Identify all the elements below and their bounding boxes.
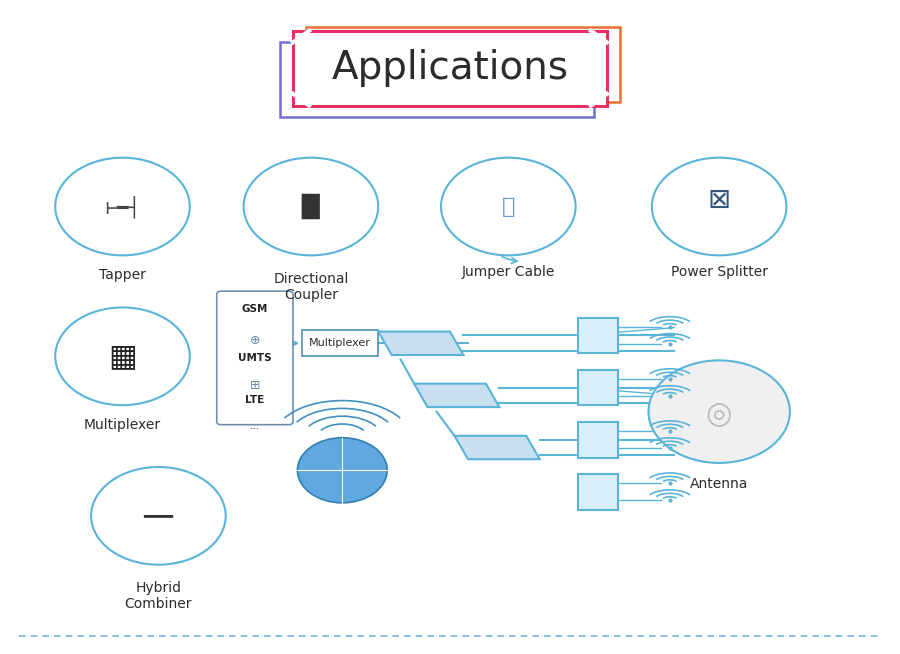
Polygon shape	[454, 436, 540, 459]
Text: Multiplexer: Multiplexer	[84, 418, 161, 432]
Text: GSM: GSM	[242, 304, 268, 314]
Circle shape	[55, 158, 190, 255]
Text: Tapper: Tapper	[99, 268, 146, 283]
Circle shape	[244, 158, 378, 255]
Text: ⊞: ⊞	[249, 379, 260, 392]
Circle shape	[649, 360, 790, 463]
Polygon shape	[378, 332, 464, 355]
Text: ▦: ▦	[108, 342, 137, 371]
Text: ▐▌: ▐▌	[292, 194, 330, 219]
Text: Directional
Coupler: Directional Coupler	[274, 271, 348, 302]
Text: ⊕: ⊕	[249, 334, 260, 347]
Circle shape	[91, 467, 226, 564]
Text: UMTS: UMTS	[238, 353, 272, 363]
Text: ⊢━┤: ⊢━┤	[105, 196, 140, 218]
Text: ━━━: ━━━	[143, 507, 174, 525]
Text: Antenna: Antenna	[690, 477, 749, 490]
FancyBboxPatch shape	[578, 318, 618, 353]
Text: Power Splitter: Power Splitter	[670, 265, 768, 279]
Circle shape	[441, 158, 576, 255]
Text: Hybrid
Combiner: Hybrid Combiner	[125, 581, 193, 611]
FancyBboxPatch shape	[217, 291, 293, 424]
FancyBboxPatch shape	[578, 422, 618, 458]
Text: Jumper Cable: Jumper Cable	[462, 265, 555, 279]
Text: LTE: LTE	[245, 396, 265, 405]
Circle shape	[298, 438, 387, 503]
Text: Applications: Applications	[331, 49, 569, 87]
Polygon shape	[414, 384, 500, 407]
FancyBboxPatch shape	[578, 474, 618, 509]
FancyBboxPatch shape	[293, 31, 607, 105]
FancyBboxPatch shape	[302, 330, 378, 356]
Text: ⊠: ⊠	[707, 186, 731, 214]
Text: ...: ...	[250, 421, 260, 432]
Circle shape	[652, 158, 787, 255]
Text: Multiplexer: Multiplexer	[310, 338, 371, 349]
Text: ◎: ◎	[706, 400, 733, 430]
Text: 〰: 〰	[501, 196, 515, 216]
FancyBboxPatch shape	[578, 370, 618, 405]
Circle shape	[55, 307, 190, 405]
Circle shape	[284, 428, 400, 513]
